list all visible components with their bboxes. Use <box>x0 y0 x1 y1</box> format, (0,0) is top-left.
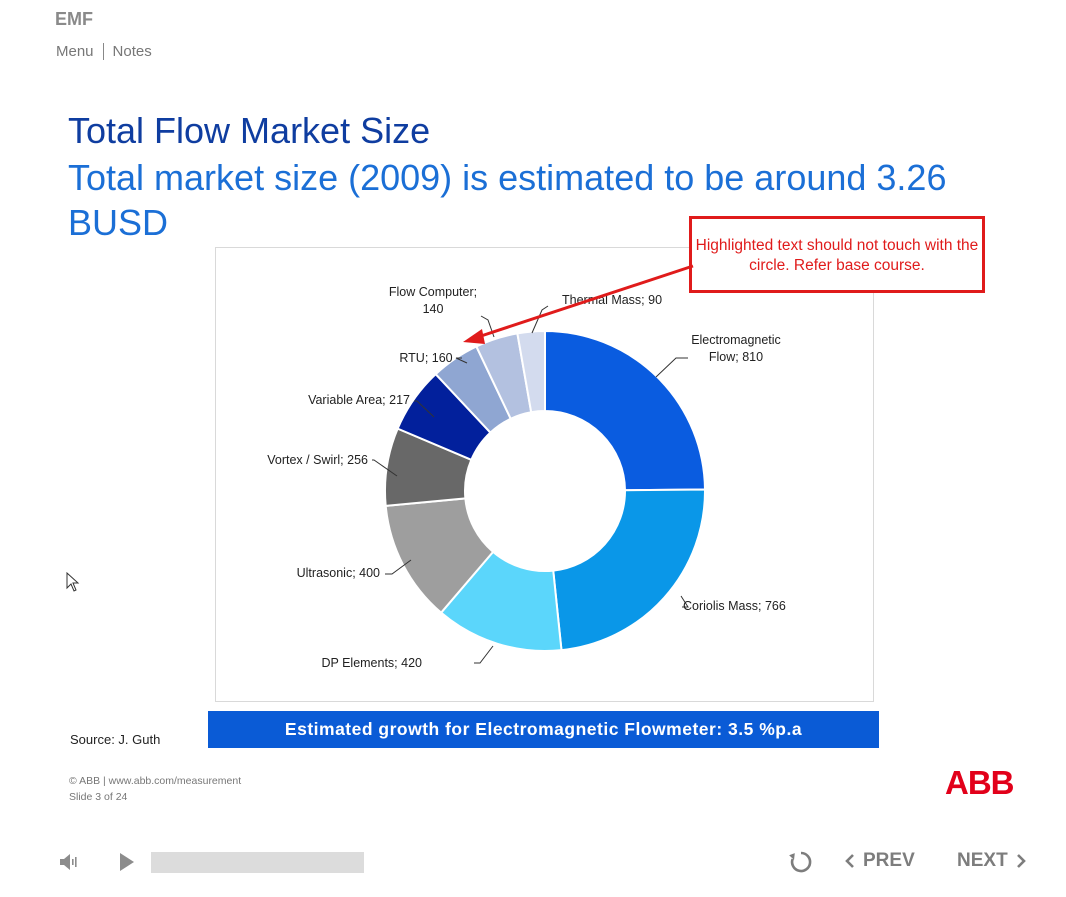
app-title: EMF <box>55 9 93 29</box>
slice-label: Ultrasonic; 400 <box>297 566 380 580</box>
leader-line <box>372 459 398 477</box>
chevron-left-icon <box>845 854 854 868</box>
top-nav: Menu Notes <box>56 43 152 60</box>
chart-area: Electromagnetic Flow; 810 Coriolis Mass; 7… <box>215 247 874 702</box>
cursor-icon <box>66 572 80 592</box>
leader-line <box>655 357 688 378</box>
footer-copyright: © ABB | www.abb.com/measurement <box>69 775 242 787</box>
progress-bar[interactable] <box>151 852 364 873</box>
leader-line <box>531 305 549 334</box>
slide-number: Slide 3 of 24 <box>69 791 128 803</box>
next-button[interactable]: NEXT <box>957 850 1026 872</box>
growth-banner: Estimated growth for Electromagnetic Flo… <box>208 711 879 748</box>
replay-icon[interactable] <box>788 849 814 875</box>
nav-divider <box>102 43 104 60</box>
annotation-callout: Highlighted text should not touch with t… <box>689 216 985 293</box>
donut-slice <box>552 488 706 652</box>
slice-label: Coriolis Mass; 766 <box>683 599 786 613</box>
chevron-right-icon <box>1016 854 1026 868</box>
leader-line <box>474 645 494 664</box>
next-label: NEXT <box>957 850 1008 871</box>
slide-subtitle: Total market size (2009) is estimated to… <box>68 157 947 243</box>
leader-line <box>480 315 495 338</box>
player-controls: PREV NEXT <box>0 835 1066 890</box>
leader-line <box>680 595 689 608</box>
abb-logo: ABB <box>945 764 1014 801</box>
donut-slice <box>544 329 707 492</box>
slice-label: Electromagnetic Flow; 810 <box>691 333 781 364</box>
menu-link[interactable]: Menu <box>56 43 94 60</box>
notes-link[interactable]: Notes <box>112 43 152 60</box>
slide-title: Total Flow Market Size <box>68 110 431 151</box>
slice-label: Vortex / Swirl; 256 <box>267 453 368 467</box>
leader-line <box>414 400 435 418</box>
slice-label: Variable Area; 217 <box>308 393 410 407</box>
slice-label: DP Elements; 420 <box>321 656 422 670</box>
volume-icon[interactable] <box>58 852 80 872</box>
slice-label: Flow Computer; 140 <box>389 285 477 316</box>
source-note: Source: J. Guth <box>70 732 161 747</box>
play-icon[interactable] <box>118 852 136 872</box>
leader-line <box>455 357 468 364</box>
prev-button[interactable]: PREV <box>845 850 915 872</box>
slice-label: Thermal Mass; 90 <box>562 293 662 307</box>
donut-chart: Electromagnetic Flow; 810 Coriolis Mass; 7… <box>267 285 786 670</box>
slice-label: RTU; 160 <box>399 351 452 365</box>
prev-label: PREV <box>863 850 915 871</box>
leader-line <box>385 559 412 575</box>
